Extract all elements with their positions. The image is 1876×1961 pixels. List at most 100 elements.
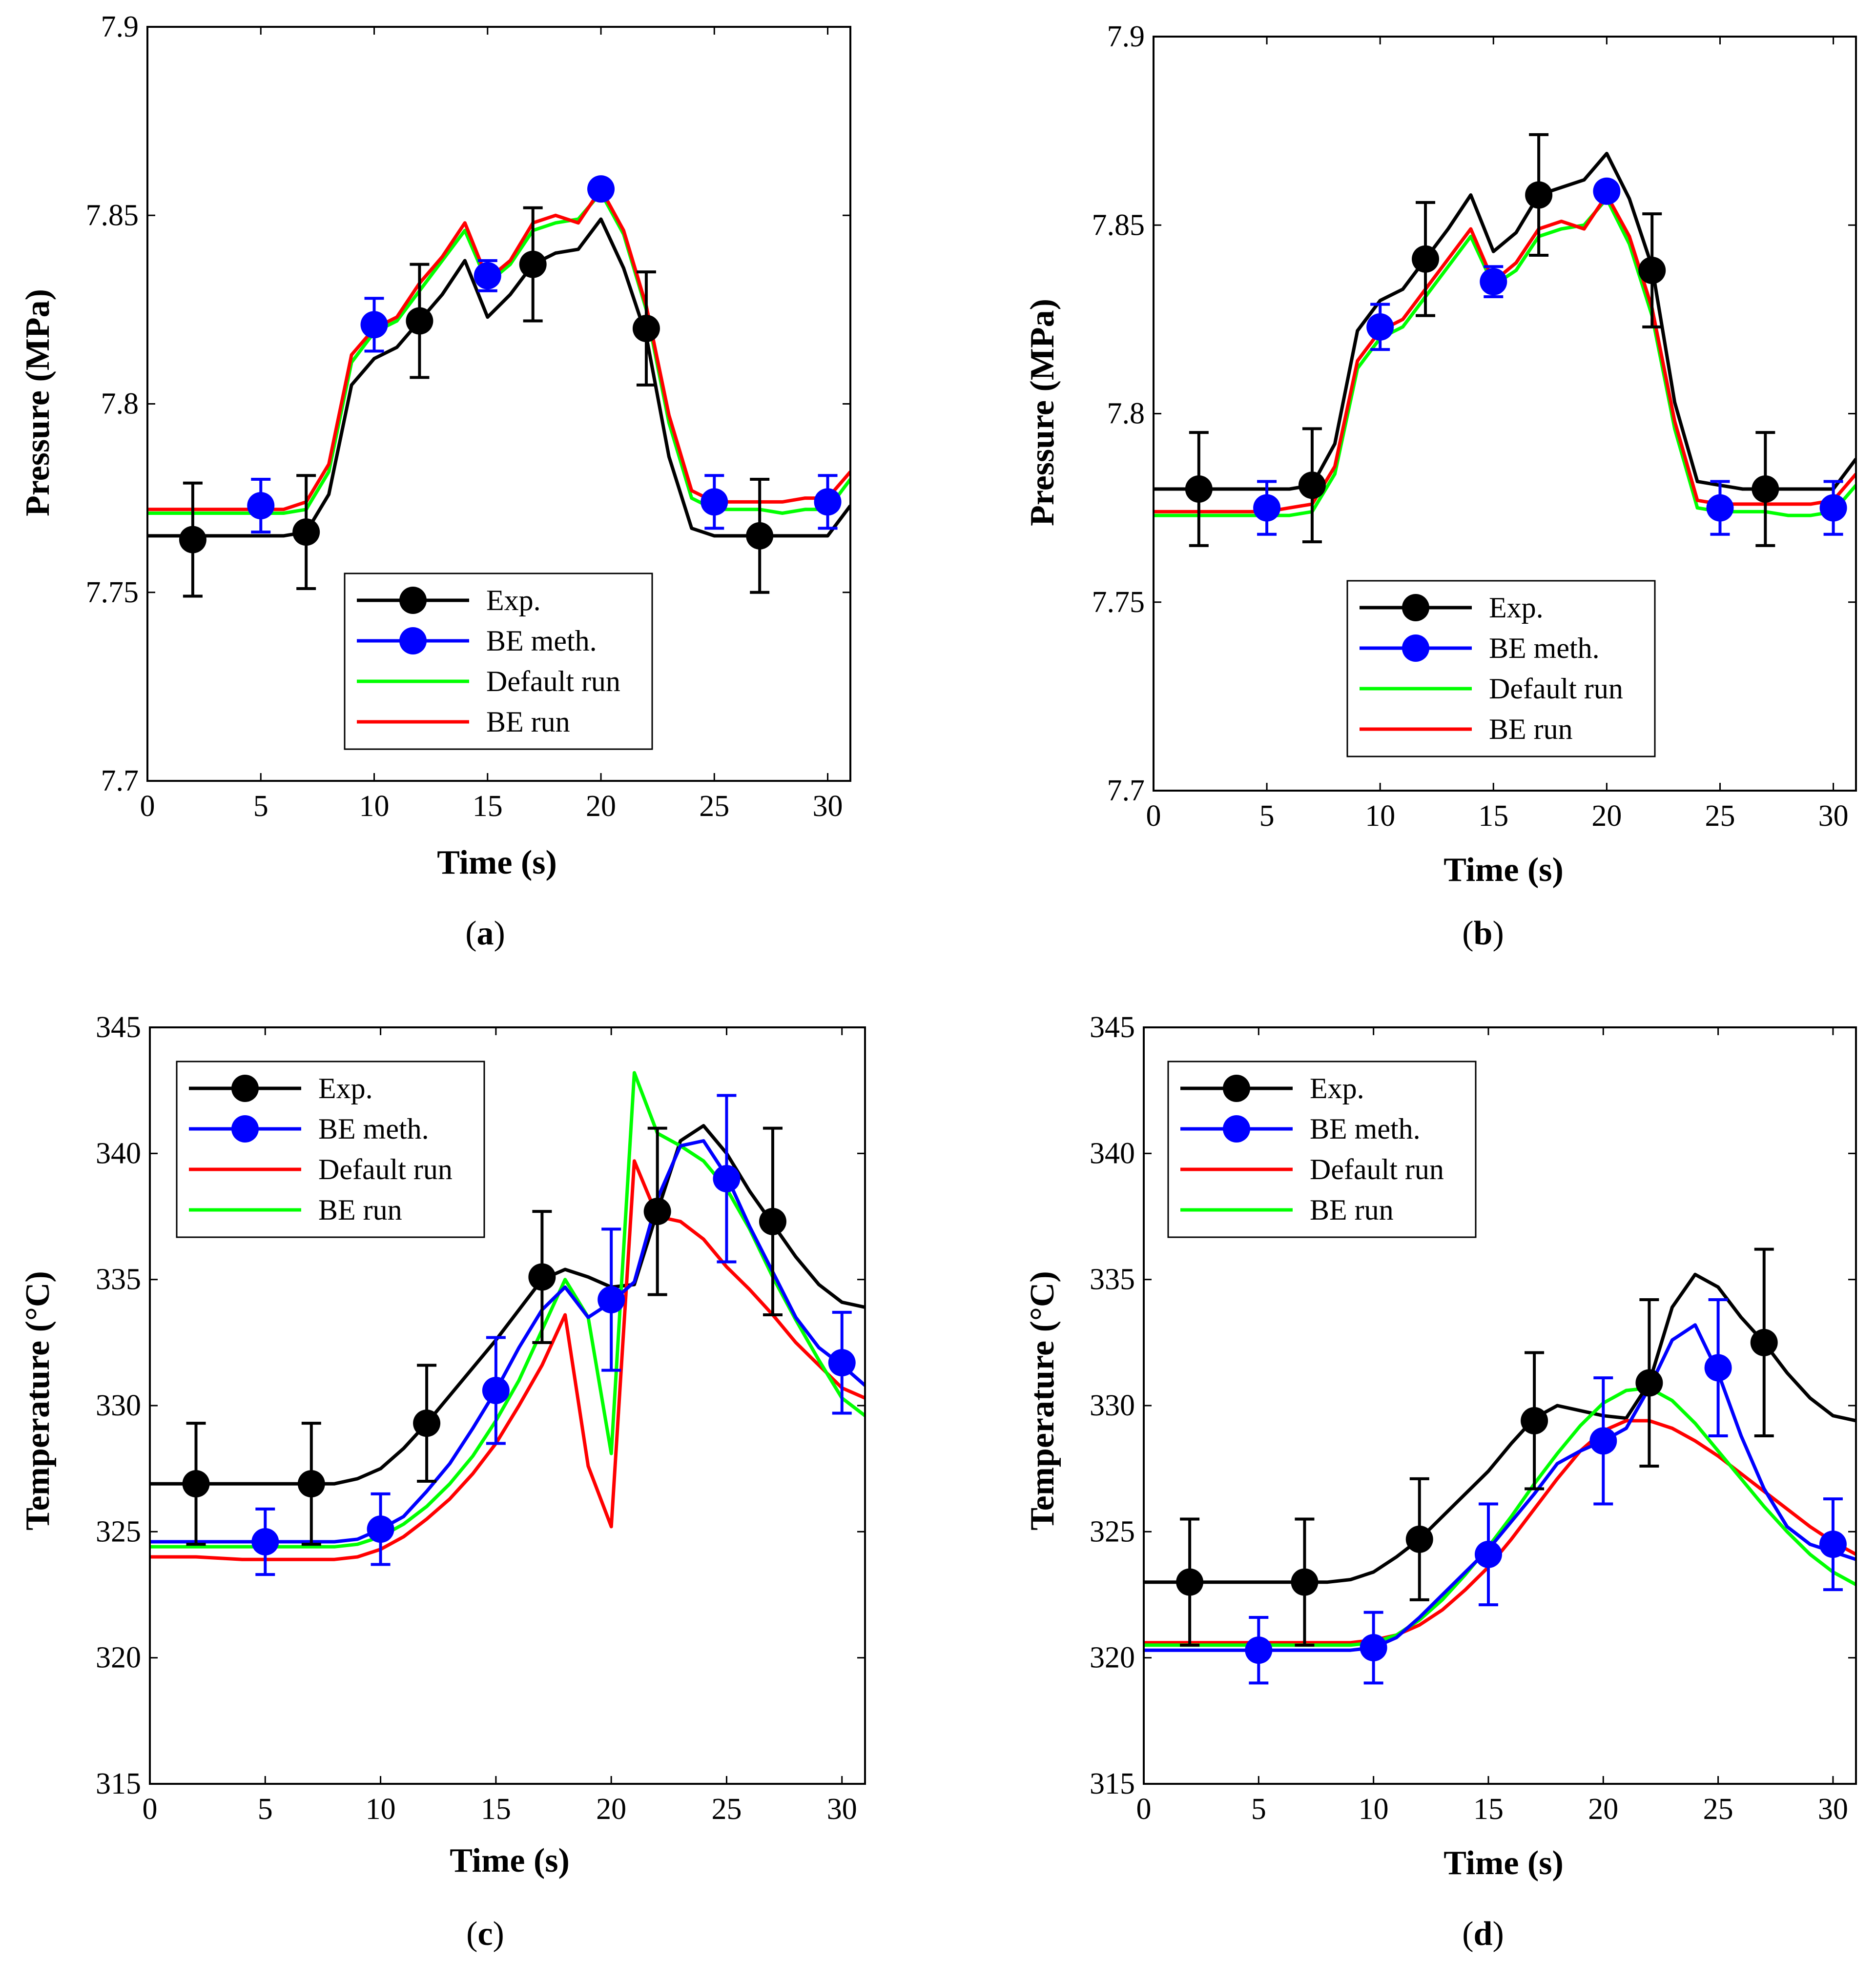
x-tick-label-c-4: 20: [596, 1793, 626, 1826]
data-point-be-meth-c-3: [598, 1286, 625, 1313]
data-point-be-meth-d-3: [1589, 1427, 1617, 1455]
x-tick-label-a-2: 10: [359, 790, 390, 823]
legend-label-be-meth-a: BE meth.: [486, 625, 597, 657]
caption-close-b: ): [1492, 915, 1504, 952]
data-point-exp-b-1: [1298, 471, 1326, 499]
x-tick-label-d-3: 15: [1473, 1793, 1504, 1826]
legend-marker-be-meth-c: [231, 1115, 259, 1143]
panel-c: 0 5 10 15 20 25 30 315 320 325 330 335 340 345 Exp. BE …: [19, 1011, 866, 1953]
panel-caption-d: (d): [1462, 1915, 1504, 1953]
y-tick-label-c-6: 345: [96, 1011, 141, 1044]
caption-close-d: ): [1492, 1915, 1504, 1953]
x-tick-label-b-5: 25: [1705, 799, 1735, 833]
legend-marker-exp-d: [1223, 1075, 1250, 1102]
series-layer-d: [1144, 1272, 1856, 1652]
x-tick-label-c-0: 0: [143, 1793, 158, 1826]
x-tick-label-a-3: 15: [473, 790, 503, 823]
data-point-be-meth-c-1: [367, 1515, 394, 1543]
y-axis-label-d: Temperature (°C): [1024, 1271, 1061, 1531]
x-tick-label-d-2: 10: [1359, 1793, 1389, 1826]
y-tick-label-b-3: 7.85: [1092, 208, 1145, 242]
legend-label-exp-a: Exp.: [486, 584, 541, 616]
plot-area-c: 0 5 10 15 20 25 30 315 320 325 330 335 340 345 Exp. BE …: [96, 1011, 866, 1826]
y-tick-label-c-4: 335: [96, 1263, 141, 1296]
y-tick-label-c-5: 340: [96, 1137, 141, 1170]
panel-a: 0 5 10 15 20 25 30 7.7 7.75 7.8 7.85 7.9 Exp. BE meth…: [19, 10, 851, 952]
data-point-be-meth-d-2: [1474, 1540, 1502, 1568]
legend-marker-be-meth-d: [1223, 1115, 1250, 1143]
caption-close-a: ): [494, 915, 505, 952]
series-line-default-run-a: [147, 191, 850, 515]
legend-label-be-run-a: BE run: [486, 706, 570, 738]
data-point-be-meth-a-0: [247, 492, 275, 520]
data-point-be-meth-a-4: [701, 488, 728, 516]
x-tick-label-c-1: 5: [258, 1793, 273, 1826]
plot-area-a: 0 5 10 15 20 25 30 7.7 7.75 7.8 7.85 7.9 Exp. BE meth…: [86, 10, 851, 823]
legend-box-a: [344, 572, 653, 750]
series-line-default-run-d: [1144, 1419, 1856, 1645]
caption-letter-b: b: [1474, 915, 1493, 952]
legend-label-exp-c: Exp.: [318, 1072, 373, 1104]
series-line-be-meth-c: [150, 1139, 865, 1544]
x-tick-label-b-2: 10: [1365, 799, 1395, 833]
legend-label-exp-b: Exp.: [1489, 592, 1544, 624]
axes-box-d: [1143, 1026, 1857, 1785]
caption-letter-a: a: [477, 915, 494, 952]
legend-box-c: [176, 1061, 485, 1238]
data-point-exp-b-3: [1525, 181, 1553, 209]
data-point-exp-a-5: [746, 522, 774, 550]
y-tick-label-b-4: 7.9: [1107, 20, 1145, 53]
x-tick-label-d-0: 0: [1136, 1793, 1152, 1826]
x-tick-label-b-6: 30: [1818, 799, 1849, 833]
x-tick-label-b-4: 20: [1591, 799, 1622, 833]
panel-caption-c: (c): [466, 1915, 504, 1953]
y-tick-label-b-0: 7.7: [1107, 774, 1145, 807]
legend-label-be-run-b: BE run: [1489, 713, 1573, 745]
legend-b: Exp. BE meth. Default run BE run: [1346, 580, 1656, 757]
panel-d: 0 5 10 15 20 25 30 315 320 325 330 335 340 345 Exp. BE …: [1024, 1011, 1857, 1953]
y-tick-label-d-4: 335: [1090, 1263, 1135, 1296]
x-tick-label-a-4: 20: [586, 790, 616, 823]
data-point-exp-d-3: [1521, 1407, 1548, 1434]
axes-box-c: [149, 1026, 866, 1785]
y-tick-label-d-0: 315: [1090, 1767, 1135, 1800]
x-axis-label-a: Time (s): [437, 844, 557, 881]
y-tick-label-d-6: 345: [1090, 1011, 1135, 1044]
caption-letter-c: c: [477, 1915, 493, 1953]
legend-label-default-run-a: Default run: [486, 665, 620, 697]
x-tick-label-a-0: 0: [140, 790, 155, 823]
series-line-exp-d: [1144, 1272, 1856, 1584]
x-axis-label-c: Time (s): [450, 1842, 570, 1879]
legend-label-be-meth-c: BE meth.: [318, 1113, 429, 1145]
data-point-be-meth-d-5: [1819, 1531, 1847, 1558]
data-point-be-meth-c-2: [482, 1377, 510, 1404]
x-axis-label-d: Time (s): [1443, 1844, 1564, 1882]
data-point-exp-d-5: [1750, 1328, 1778, 1356]
legend-label-exp-d: Exp.: [1310, 1072, 1364, 1104]
y-tick-label-a-0: 7.7: [101, 764, 139, 797]
legend-d: Exp. BE meth. Default run BE run: [1167, 1061, 1477, 1238]
axes-box-b: [1153, 36, 1857, 792]
data-point-exp-a-4: [632, 315, 660, 342]
data-point-exp-a-3: [519, 250, 547, 278]
legend-marker-exp-b: [1402, 594, 1429, 621]
legend-marker-exp-c: [231, 1075, 259, 1102]
series-line-be-run-d: [1144, 1386, 1856, 1647]
data-point-be-meth-b-0: [1253, 494, 1281, 522]
legend-c: Exp. BE meth. Default run BE run: [176, 1061, 485, 1238]
y-tick-label-a-2: 7.8: [101, 388, 139, 421]
data-point-exp-b-4: [1638, 256, 1666, 284]
data-point-exp-a-0: [179, 526, 206, 553]
series-line-be-run-a: [147, 187, 850, 511]
data-point-exp-b-5: [1752, 475, 1779, 503]
axes-box-a: [146, 26, 851, 782]
legend-label-default-run-b: Default run: [1489, 673, 1623, 705]
caption-open-b: (: [1462, 915, 1473, 952]
series-line-exp-a: [147, 217, 850, 538]
x-tick-label-b-1: 5: [1259, 799, 1275, 833]
data-point-exp-d-0: [1176, 1568, 1204, 1596]
panel-caption-a: (a): [465, 915, 505, 952]
data-point-be-meth-a-2: [474, 262, 501, 289]
y-tick-label-a-3: 7.85: [86, 199, 139, 232]
